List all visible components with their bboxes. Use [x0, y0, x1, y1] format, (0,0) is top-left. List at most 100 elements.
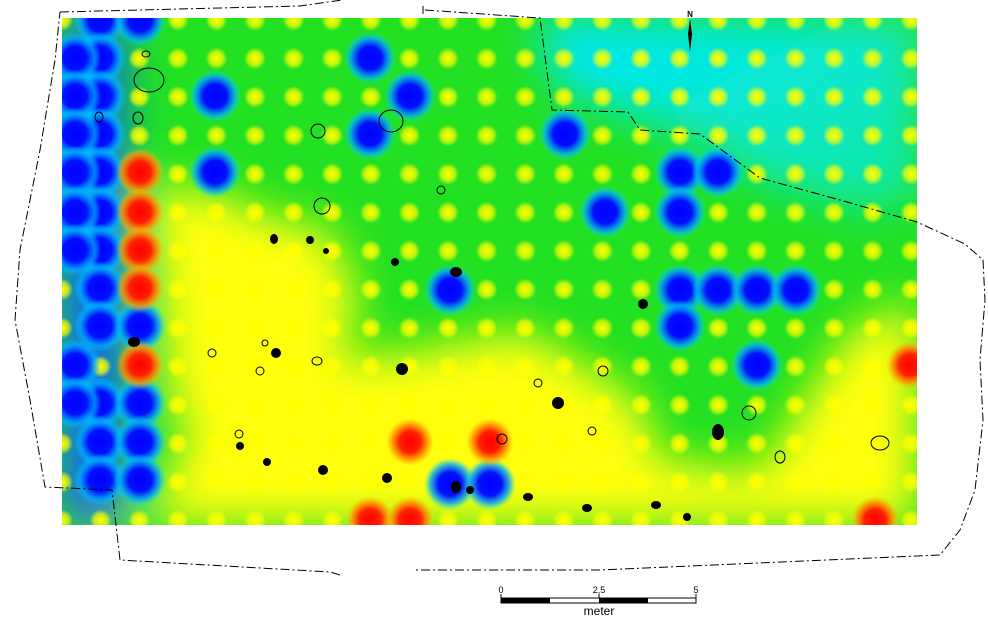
- grid-dot: [205, 124, 228, 147]
- grid-dot: [282, 47, 305, 70]
- grid-dot: [437, 18, 459, 31]
- grid-dot: [166, 355, 189, 378]
- grid-dot: [900, 471, 917, 493]
- grid-dot: [630, 47, 652, 70]
- grid-dot: [321, 432, 344, 455]
- grid-dot: [282, 18, 305, 31]
- grid-dot: [244, 471, 266, 493]
- grid-dot: [514, 163, 537, 185]
- high-anomaly: [466, 418, 514, 466]
- grid-dot: [321, 471, 344, 493]
- grid-dot: [630, 432, 652, 455]
- high-anomalies: [116, 148, 917, 525]
- high-anomaly: [116, 188, 164, 236]
- grid-dot: [784, 240, 807, 262]
- grid-dot: [707, 394, 730, 416]
- grid-dot: [282, 355, 305, 378]
- filled-features: [128, 234, 724, 521]
- grid-dot: [591, 432, 614, 455]
- grid-dot: [552, 163, 575, 185]
- high-anomaly: [346, 496, 394, 525]
- low-anomaly: [731, 339, 783, 391]
- grid-dot: [745, 317, 768, 339]
- low-anomaly: [114, 18, 166, 46]
- grid-dot: [321, 394, 344, 416]
- grid-dot: [205, 317, 228, 339]
- grid-dot: [900, 47, 917, 70]
- grid-dot: [244, 317, 266, 339]
- grid-dot: [861, 18, 884, 31]
- grid-dot: [823, 47, 845, 70]
- grid-dot: [244, 240, 266, 262]
- grid-dot: [398, 163, 421, 185]
- grid-dot: [205, 278, 228, 301]
- grid-dot: [668, 394, 691, 416]
- grid-dot: [62, 471, 73, 493]
- grid-dot: [62, 18, 73, 31]
- scale-tick-0: 0: [498, 585, 503, 595]
- grid-dot: [745, 201, 768, 224]
- north-label: N: [687, 10, 693, 19]
- grid-dot: [166, 47, 189, 70]
- grid-dot: [166, 86, 189, 108]
- grid-dot: [359, 471, 382, 493]
- grid-dot: [166, 509, 189, 525]
- grid-dot: [321, 18, 344, 31]
- grid-dot: [166, 471, 189, 493]
- grid-dot: [359, 86, 382, 108]
- grid-dot: [244, 86, 266, 108]
- grid-dot: [321, 124, 344, 147]
- grid-dot: [784, 317, 807, 339]
- high-anomaly: [386, 496, 434, 525]
- grid-dot: [437, 432, 459, 455]
- grid-dot: [552, 317, 575, 339]
- grid-dot: [861, 240, 884, 262]
- low-anomaly: [384, 70, 436, 122]
- grid-dot: [475, 86, 498, 108]
- grid-dot: [205, 471, 228, 493]
- grid-dot: [398, 317, 421, 339]
- grid-dot: [282, 317, 305, 339]
- grid-dot: [514, 47, 537, 70]
- grid-dot: [552, 18, 575, 31]
- grid-dot: [630, 509, 652, 525]
- low-anomaly: [114, 377, 166, 429]
- grid-dot: [707, 317, 730, 339]
- grid-dot: [861, 471, 884, 493]
- grid-dot: [437, 163, 459, 185]
- grid-dot: [552, 278, 575, 301]
- grid-dot: [668, 240, 691, 262]
- grid-dot: [900, 278, 917, 301]
- grid-dot: [514, 317, 537, 339]
- grid-dot: [591, 394, 614, 416]
- grid-dot: [282, 240, 305, 262]
- grid-dot: [707, 86, 730, 108]
- low-anomaly: [539, 108, 591, 160]
- grid-dot: [475, 18, 498, 31]
- grid-dot: [630, 240, 652, 262]
- low-anomaly: [424, 458, 476, 510]
- grid-dot: [784, 86, 807, 108]
- grid-dot: [475, 124, 498, 147]
- grid-dot: [900, 124, 917, 147]
- low-anomaly: [424, 264, 476, 316]
- grid-dot: [514, 124, 537, 147]
- grid-dot: [244, 124, 266, 147]
- grid-dot: [707, 18, 730, 31]
- low-anomaly: [344, 32, 396, 84]
- grid-dot: [552, 432, 575, 455]
- high-anomaly: [116, 341, 164, 389]
- grid-dot: [166, 432, 189, 455]
- grid-dot: [784, 124, 807, 147]
- grid-dot: [62, 509, 73, 525]
- grid-dot: [707, 240, 730, 262]
- grid-dot: [205, 47, 228, 70]
- grid-dot: [668, 86, 691, 108]
- grid-dot: [321, 47, 344, 70]
- grid-dot: [514, 86, 537, 108]
- grid-dot: [784, 394, 807, 416]
- low-anomaly: [692, 146, 744, 198]
- grid-dot: [437, 201, 459, 224]
- grid-dot: [823, 240, 845, 262]
- grid-dot: [668, 124, 691, 147]
